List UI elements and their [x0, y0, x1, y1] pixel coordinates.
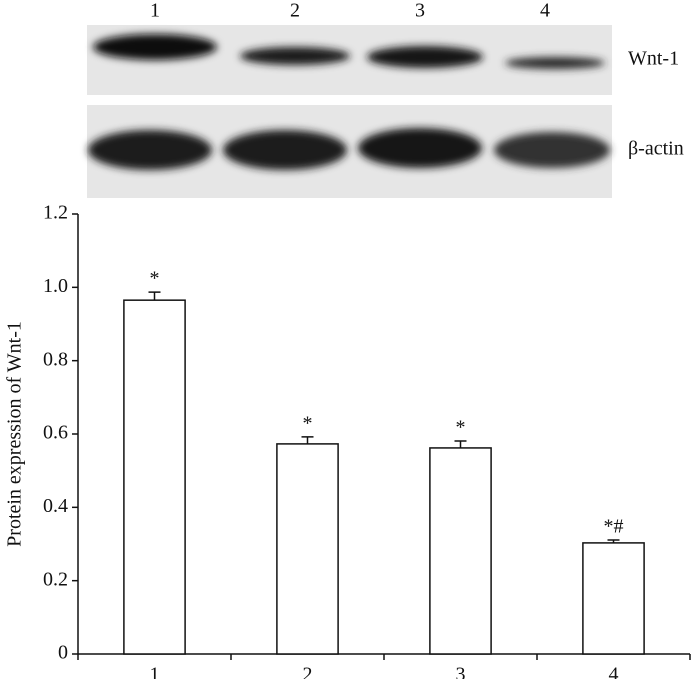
x-tick-label: 1 — [150, 664, 160, 679]
bar — [123, 299, 186, 655]
bar — [276, 443, 339, 655]
x-tick-label: 4 — [609, 664, 619, 679]
x-tick-label: 2 — [303, 664, 313, 679]
y-axis-label: Protein expression of Wnt-1 — [4, 321, 26, 547]
y-tick-label: 1.2 — [43, 202, 68, 224]
bar — [582, 542, 645, 655]
annotation: * — [150, 268, 160, 290]
error-bar — [301, 436, 314, 444]
x-tick-label: 3 — [456, 664, 466, 679]
bands-actin — [88, 128, 610, 170]
lane-label: 2 — [290, 0, 300, 22]
lane-label: 4 — [540, 0, 550, 22]
y-tick-label: 1.0 — [43, 275, 68, 297]
y-tick-label: 0.6 — [43, 422, 68, 444]
annotation: * — [303, 413, 313, 435]
annotation: *# — [604, 516, 624, 538]
row-label: β-actin — [628, 138, 684, 160]
y-tick-label: 0 — [58, 642, 68, 664]
annotation: * — [456, 417, 466, 439]
y-tick-label: 0.8 — [43, 348, 68, 370]
error-bar — [454, 440, 467, 448]
bar — [429, 447, 492, 655]
error-bar — [148, 291, 161, 301]
bands-wnt1 — [93, 34, 605, 69]
row-label: Wnt-1 — [628, 48, 679, 70]
lane-label: 3 — [415, 0, 425, 22]
western-blot: 1 2 3 4 Wnt-1 β-actin — [87, 0, 684, 198]
y-tick-label: 0.2 — [43, 568, 68, 590]
y-tick-label: 0.4 — [43, 495, 68, 517]
lane-label: 1 — [150, 0, 160, 22]
